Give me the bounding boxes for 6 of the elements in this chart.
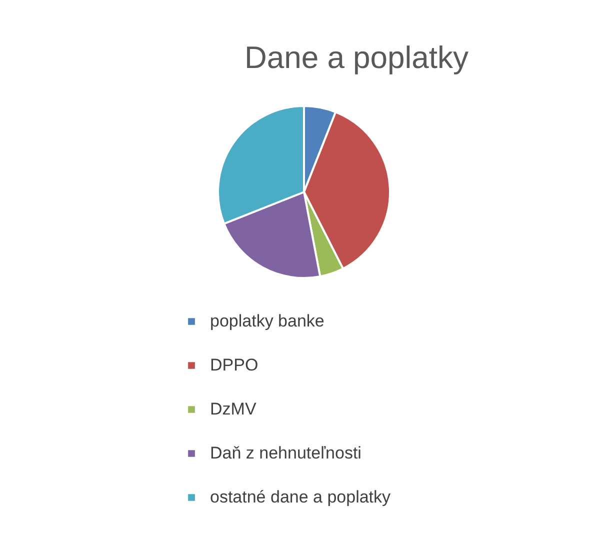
- legend-label: Daň z nehnuteľnosti: [210, 444, 362, 462]
- chart-title: Dane a poplatky: [244, 40, 470, 75]
- legend-label: DzMV: [210, 400, 257, 418]
- legend-label: poplatky banke: [210, 312, 324, 330]
- legend-label: DPPO: [210, 356, 258, 374]
- legend-label: ostatné dane a poplatky: [210, 488, 392, 506]
